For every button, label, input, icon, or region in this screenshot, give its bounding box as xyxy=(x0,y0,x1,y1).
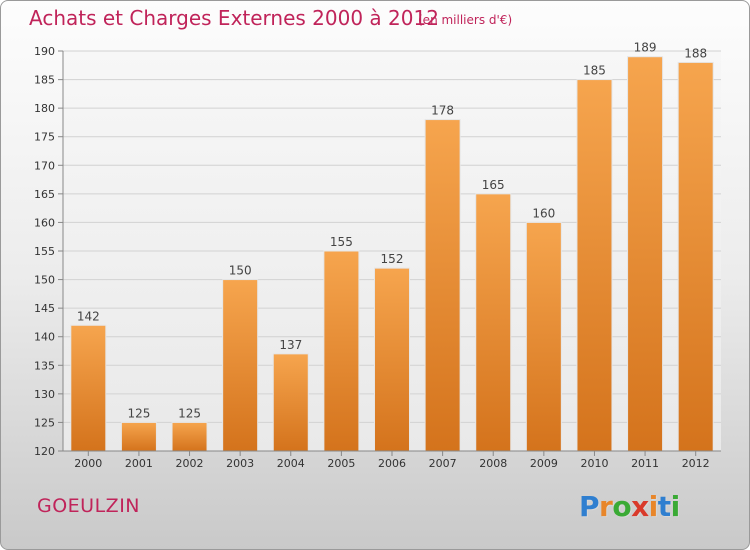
value-label-2010: 185 xyxy=(583,64,606,78)
x-tick-label-2004: 2004 xyxy=(277,457,305,470)
logo-letter: i xyxy=(648,490,659,523)
logo-letter: P xyxy=(579,490,600,523)
value-label-2000: 142 xyxy=(77,309,100,323)
city-name: GOEULZIN xyxy=(37,495,141,517)
x-tick-label-2003: 2003 xyxy=(226,457,254,470)
x-axis: 2000 2001 2002 2003 2004 2005 2006 2007 2008 2009… xyxy=(63,450,721,470)
bar-2004 xyxy=(272,353,309,452)
y-tick-label: 190 xyxy=(34,45,55,58)
proxiti-logo[interactable]: Proxiti xyxy=(579,490,680,523)
bar-2005 xyxy=(323,250,360,452)
y-tick-label: 165 xyxy=(34,188,55,201)
bar-2003 xyxy=(222,279,259,452)
value-label-2006: 152 xyxy=(381,252,404,266)
y-tick-label: 180 xyxy=(34,102,55,115)
bar-2009 xyxy=(525,221,562,452)
bar-2001 xyxy=(120,421,157,452)
value-label-2007: 178 xyxy=(431,104,454,118)
bar-2006 xyxy=(374,267,410,452)
x-tick-label-2011: 2011 xyxy=(631,457,659,470)
x-tick-label-2012: 2012 xyxy=(682,457,710,470)
y-tick-label: 140 xyxy=(34,331,55,344)
logo-letter: r xyxy=(599,490,613,523)
value-label-2003: 150 xyxy=(229,264,252,278)
y-tick-label: 130 xyxy=(34,388,55,401)
value-label-2011: 189 xyxy=(634,41,657,55)
x-tick-label-2007: 2007 xyxy=(429,457,457,470)
bars: 142 125 125 150 137 155 152 178 165 160 185 189 188 xyxy=(70,41,714,452)
bar-2002 xyxy=(171,421,208,452)
y-tick-label: 175 xyxy=(34,131,55,144)
x-tick-label-2010: 2010 xyxy=(580,457,608,470)
chart-unit: (en milliers d'€) xyxy=(418,13,513,27)
y-tick-label: 160 xyxy=(34,216,55,229)
x-tick-label-2001: 2001 xyxy=(125,457,153,470)
x-tick-label-2002: 2002 xyxy=(176,457,204,470)
y-tick-label: 145 xyxy=(34,302,55,315)
bar-2008 xyxy=(475,193,512,452)
x-tick-label-2005: 2005 xyxy=(327,457,355,470)
x-tick-label-2009: 2009 xyxy=(530,457,558,470)
logo-letter: x xyxy=(631,490,649,523)
logo-letter: o xyxy=(612,490,632,523)
y-tick-label: 135 xyxy=(34,359,55,372)
bar-2010 xyxy=(576,79,613,452)
x-tick-label-2000: 2000 xyxy=(74,457,102,470)
value-label-2001: 125 xyxy=(127,406,150,420)
y-axis: 120 125 130 135 140 145 150 155 160 165 170 175 180 1… xyxy=(34,45,64,458)
y-tick-label: 155 xyxy=(34,245,55,258)
value-label-2012: 188 xyxy=(684,46,707,60)
logo-letter: i xyxy=(670,490,681,523)
y-tick-label: 150 xyxy=(34,274,55,287)
y-tick-label: 120 xyxy=(34,445,55,458)
value-label-2004: 137 xyxy=(279,338,302,352)
y-tick-label: 170 xyxy=(34,159,55,172)
chart-title: Achats et Charges Externes 2000 à 2012 xyxy=(29,6,439,30)
value-label-2005: 155 xyxy=(330,235,353,249)
logo-letter: t xyxy=(657,490,671,523)
x-tick-label-2008: 2008 xyxy=(479,457,507,470)
bar-2011 xyxy=(627,56,664,452)
bar-2007 xyxy=(424,119,461,452)
bar-2012 xyxy=(677,61,714,452)
value-label-2008: 165 xyxy=(482,178,505,192)
value-label-2002: 125 xyxy=(178,406,201,420)
value-label-2009: 160 xyxy=(532,206,555,220)
bar-2000 xyxy=(70,324,107,452)
x-tick-label-2006: 2006 xyxy=(378,457,406,470)
y-tick-label: 185 xyxy=(34,74,55,87)
y-tick-label: 125 xyxy=(34,416,55,429)
